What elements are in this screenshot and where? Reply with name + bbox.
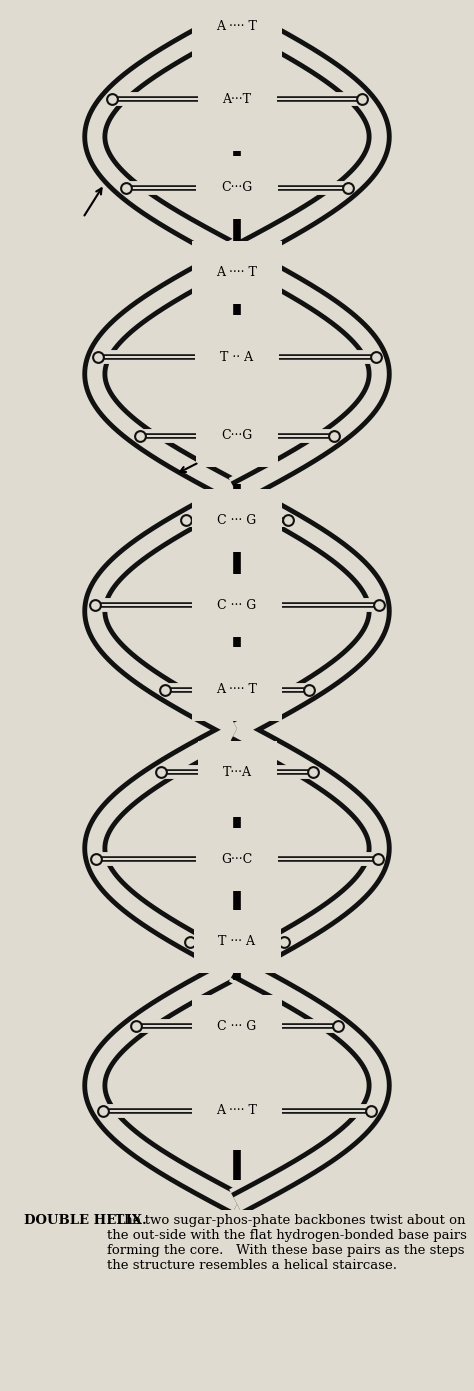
Text: A ···· T: A ···· T xyxy=(217,1104,257,1117)
Text: T···A: T···A xyxy=(222,765,252,779)
Point xyxy=(108,88,116,110)
Point xyxy=(309,761,317,783)
Point xyxy=(345,177,352,199)
Point xyxy=(249,15,257,38)
Text: The two sugar-phos-phate backbones twist about on the out-side with the flat hyd: The two sugar-phos-phate backbones twist… xyxy=(107,1213,467,1271)
Text: T ·· A: T ·· A xyxy=(220,351,254,363)
Point xyxy=(136,424,144,447)
Point xyxy=(133,1015,140,1038)
Point xyxy=(372,346,379,369)
Point xyxy=(91,594,99,616)
Point xyxy=(280,931,288,953)
Text: C ··· G: C ··· G xyxy=(218,1020,256,1032)
Point xyxy=(122,177,129,199)
Point xyxy=(305,679,312,701)
Point xyxy=(367,1100,375,1123)
Text: DOUBLE HELIX.: DOUBLE HELIX. xyxy=(24,1213,146,1227)
Text: A ···· T: A ···· T xyxy=(217,266,257,278)
Text: A ···· T: A ···· T xyxy=(217,683,257,697)
Text: C ··· G: C ··· G xyxy=(218,513,256,527)
Text: C···G: C···G xyxy=(221,181,253,195)
Point xyxy=(95,346,102,369)
Point xyxy=(374,849,382,871)
Point xyxy=(162,679,169,701)
Text: T ··· A: T ··· A xyxy=(219,935,255,949)
Text: C···G: C···G xyxy=(221,430,253,442)
Point xyxy=(157,761,165,783)
Point xyxy=(284,509,292,531)
Point xyxy=(201,262,209,284)
Point xyxy=(265,262,273,284)
Point xyxy=(358,88,366,110)
Text: G···C: G···C xyxy=(221,853,253,865)
Point xyxy=(186,931,194,953)
Point xyxy=(330,424,338,447)
Point xyxy=(334,1015,341,1038)
Point xyxy=(217,15,225,38)
Point xyxy=(375,594,383,616)
Point xyxy=(182,509,190,531)
Text: A···T: A···T xyxy=(222,93,252,106)
Text: C ··· G: C ··· G xyxy=(218,598,256,612)
Text: A ···· T: A ···· T xyxy=(217,19,257,33)
Point xyxy=(92,849,100,871)
Point xyxy=(99,1100,107,1123)
